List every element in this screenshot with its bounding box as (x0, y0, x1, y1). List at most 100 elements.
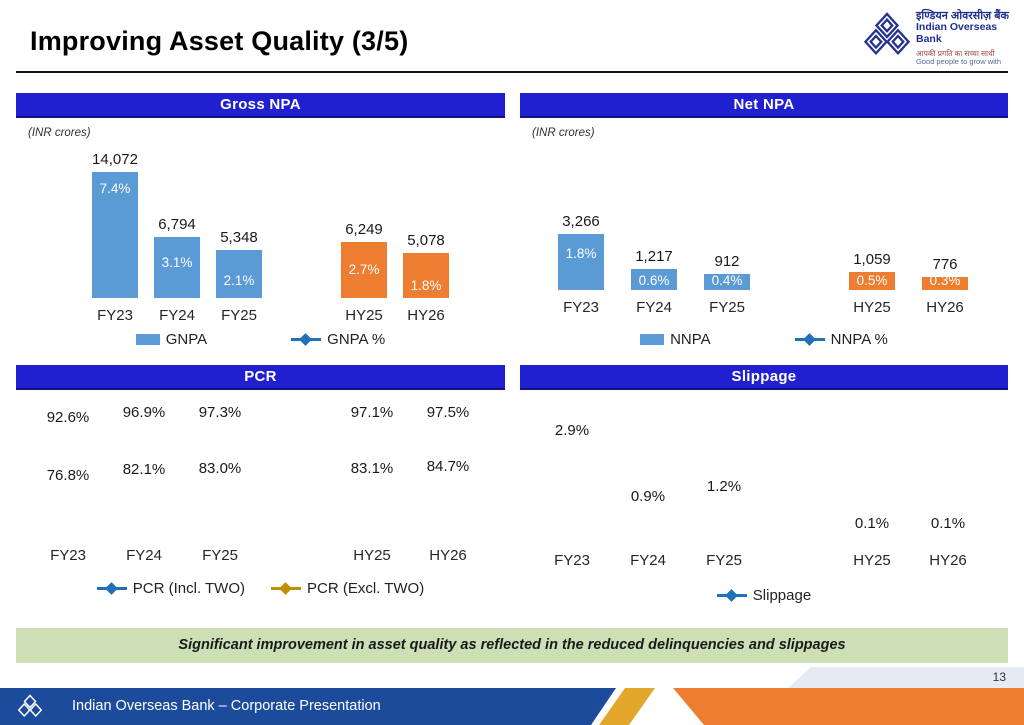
gross_npa-x-label-fy23: FY23 (97, 307, 133, 324)
pcr-x-label-hy25: HY25 (353, 547, 391, 564)
gross_npa-bar-hy25 (341, 242, 387, 298)
slippage-plot: 2.9% 0.9% 1.2% 0.1% 0.1% FY23 FY24 FY25 HY25 HY26 (520, 365, 1008, 610)
slippage-x-label-fy23: FY23 (554, 552, 590, 569)
gross_npa-value-label-fy23: 14,072 (92, 151, 138, 168)
net_npa-pct-label-fy23: 1.8% (565, 246, 597, 261)
net_npa-bar-hy25 (849, 272, 895, 290)
net_npa-pct-label-hy26: 0.3% (929, 273, 961, 288)
slippage-point-label-fy23: 2.9% (554, 422, 590, 439)
bank-diamond-icon (863, 11, 911, 66)
pcr-point-label-hy25: 83.1% (350, 459, 394, 477)
gross_npa-pct-label-fy25: 2.1% (223, 272, 255, 288)
bank-logo: इण्डियन ओवरसीज़ बैंक Indian Overseas Ban… (863, 9, 1016, 67)
slippage-x-label-fy25: FY25 (706, 552, 742, 569)
footer-bank-diamond-icon (17, 694, 43, 725)
net_npa-value-label-hy25: 1,059 (853, 251, 891, 268)
gross_npa-bar-hy26 (403, 253, 449, 298)
gross_npa-bar-fy23 (92, 172, 138, 298)
gross_npa-x-label-fy24: FY24 (159, 307, 195, 324)
gross_npa-pct-label-hy25: 2.7% (348, 262, 380, 278)
gross_npa-value-label-fy25: 5,348 (220, 229, 258, 246)
net_npa-x-label-fy23: FY23 (563, 299, 599, 316)
footer-caption: Indian Overseas Bank – Corporate Present… (72, 698, 381, 714)
net_npa-value-label-fy25: 912 (714, 253, 740, 270)
net_npa-value-label-hy26: 776 (932, 256, 958, 273)
gross_npa-bar-fy24 (154, 237, 200, 298)
slippage-x-label-hy25: HY25 (853, 552, 891, 569)
bank-name-hindi: इण्डियन ओवरसीज़ बैंक (916, 9, 1010, 22)
net_npa-bar-hy26 (922, 277, 968, 290)
pcr-chart: PCR 92.6% 96.9% 97.3% 97.1% 97.5% 76.8% 82.1% 8… (16, 365, 505, 610)
slippage-point-label-hy25: 0.1% (854, 514, 890, 532)
gross-npa-plot: 14,072 6,794 5,348 6,249 5,078 7.4% 3.1% 2.1% 2.… (16, 93, 505, 351)
pcr-legend: PCR (Incl. TWO) PCR (Excl. TWO) (16, 580, 505, 597)
gross_npa-x-label-hy25: HY25 (345, 307, 383, 324)
net_npa-x-label-fy25: FY25 (709, 299, 745, 316)
slippage-point-label-fy25: 1.2% (706, 478, 742, 496)
slippage-x-label-hy26: HY26 (929, 552, 967, 569)
legend-item-slippage: Slippage (716, 587, 811, 604)
gross_npa-value-label-hy26: 5,078 (407, 232, 445, 249)
gross_npa-pct-label-fy23: 7.4% (99, 180, 131, 196)
net_npa-pct-label-hy25: 0.5% (856, 273, 888, 288)
footer-blue-band (0, 688, 616, 725)
bank-tagline-hindi: आपकी प्रगति का सच्चा साथी (916, 48, 995, 58)
pcr-point-label-hy26: 84.7% (426, 457, 470, 475)
legend-item-nnpa-pct: NNPA % (794, 331, 888, 348)
title-underline (16, 71, 1008, 73)
legend-item-gnpa: GNPA (135, 331, 207, 348)
slippage-chart: Slippage 2.9% 0.9% 1.2% 0.1% 0.1% FY23 FY24 FY2… (520, 365, 1008, 610)
bank-name-english: Indian Overseas Bank (916, 21, 998, 45)
net_npa-x-label-hy25: HY25 (853, 299, 891, 316)
net_npa-pct-label-fy24: 0.6% (638, 273, 670, 288)
nnpa-bar-swatch (640, 334, 665, 345)
gross-npa-unit-label: (INR crores) (28, 127, 91, 139)
gross-npa-chart: Gross NPA (INR crores) 14,072 6,794 5,348 6… (16, 93, 505, 351)
pcr-incl-legend-label: PCR (Incl. TWO) (132, 580, 245, 597)
slippage-line-swatch (716, 588, 747, 602)
gross-npa-header: Gross NPA (16, 93, 505, 118)
gross_npa-pct-label-hy26: 1.8% (410, 277, 442, 293)
slippage-x-label-fy24: FY24 (630, 552, 666, 569)
gross_npa-value-label-fy24: 6,794 (158, 216, 196, 233)
pcr-header: PCR (16, 365, 505, 390)
net_npa-value-label-fy23: 3,266 (562, 213, 600, 230)
net_npa-bar-fy24 (631, 269, 677, 290)
net_npa-x-label-hy26: HY26 (926, 299, 964, 316)
bank-logo-text: इण्डियन ओवरसीज़ बैंक Indian Overseas Ban… (916, 10, 1016, 67)
pcr-x-label-fy23: FY23 (50, 547, 86, 564)
pcr-point-label-fy25: 97.3% (198, 403, 242, 421)
gnpa-pct-line-swatch (291, 332, 322, 346)
gross_npa-value-label-hy25: 6,249 (345, 221, 383, 238)
legend-item-pcr-excl: PCR (Excl. TWO) (271, 580, 424, 597)
pcr-point-label-fy24: 96.9% (122, 404, 166, 422)
net_npa-value-label-fy24: 1,217 (635, 248, 673, 265)
page-number: 13 (992, 670, 1006, 684)
net-npa-header: Net NPA (520, 93, 1008, 118)
nnpa-pct-line-swatch (794, 332, 825, 346)
gnpa-bar-swatch (135, 334, 160, 345)
net_npa-pct-label-fy25: 0.4% (711, 273, 743, 288)
footer-orange-band (673, 688, 1024, 725)
pcr-point-label-fy23: 92.6% (46, 409, 90, 427)
legend-item-nnpa: NNPA (640, 331, 711, 348)
net-npa-plot: 3,266 1,217 912 1,059 776 1.8% 0.6% 0.4% 0.5% 0.3… (520, 93, 1008, 351)
footer: Indian Overseas Bank – Corporate Present… (0, 688, 1024, 725)
gross_npa-bar-fy25 (216, 250, 262, 298)
net-npa-unit-label: (INR crores) (532, 127, 595, 139)
pcr-x-label-fy25: FY25 (202, 547, 238, 564)
page-number-strip: 13 (788, 667, 1024, 688)
pcr-plot: 92.6% 96.9% 97.3% 97.1% 97.5% 76.8% 82.1% 83.0%… (16, 365, 505, 610)
gnpa-pct-legend-label: GNPA % (327, 331, 386, 348)
pcr-x-label-hy26: HY26 (429, 547, 467, 564)
pcr-x-label-fy24: FY24 (126, 547, 162, 564)
pcr-point-label-hy26: 97.5% (426, 403, 470, 421)
pcr-point-label-fy24: 82.1% (122, 460, 166, 478)
pcr-excl-line-swatch (271, 581, 301, 595)
legend-item-pcr-incl: PCR (Incl. TWO) (96, 580, 245, 597)
gross-npa-legend: GNPA GNPA % (16, 331, 505, 348)
nnpa-legend-label: NNPA (670, 331, 711, 348)
page-title: Improving Asset Quality (3/5) (30, 26, 409, 56)
net_npa-bar-fy23 (558, 234, 604, 290)
